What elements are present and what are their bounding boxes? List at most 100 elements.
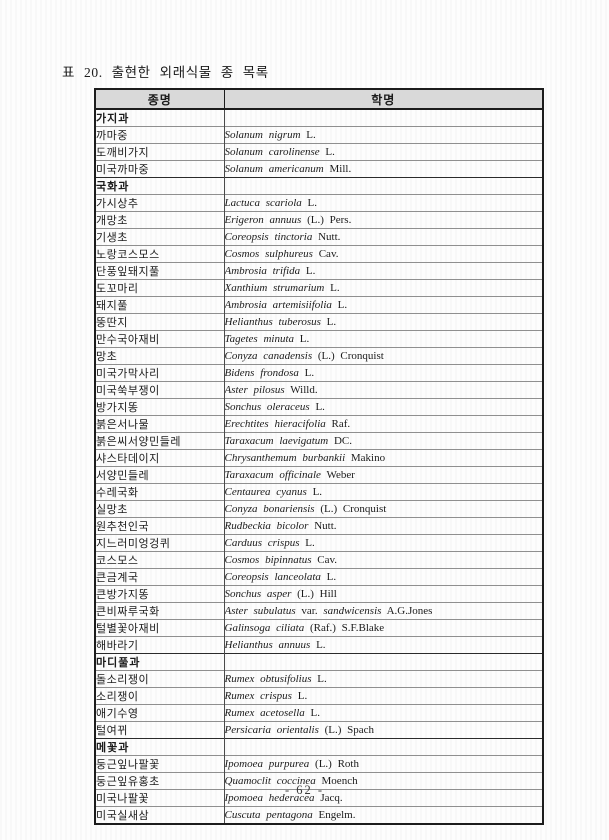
species-scientific-name: Rudbeckia bicolor Nutt.: [224, 517, 543, 535]
sci-author: Makino: [350, 452, 386, 464]
sci-author: L.: [310, 707, 321, 719]
sci-latin-epithet: Coreopsis tinctoria: [224, 231, 313, 243]
species-korean-name: 도꼬마리: [95, 279, 225, 297]
family-row: 마디풀과: [95, 653, 543, 671]
sci-author: (L.) Hill: [297, 588, 337, 600]
sci-latin-epithet: Centaurea cyanus: [224, 486, 307, 498]
species-scientific-name: Cuscuta pentagona Engelm.: [224, 806, 543, 824]
species-row: 가시상추 Lactuca scariola L.: [95, 194, 543, 212]
species-row: 둥근잎나팔꽃 Ipomoea purpurea (L.) Roth: [95, 755, 543, 773]
species-row: 수레국화 Centaurea cyanus L.: [95, 483, 543, 501]
species-korean-name: 돌소리쟁이: [95, 670, 225, 688]
sci-latin-epithet: sandwicensis: [323, 605, 382, 617]
sci-latin-epithet: Aster pilosus: [224, 384, 285, 396]
species-korean-name: 원추천인국: [95, 517, 225, 535]
sci-author: L.: [307, 197, 317, 209]
species-scientific-name: Solanum nigrum L.: [224, 126, 543, 144]
family-name: 마디풀과: [95, 653, 225, 671]
species-korean-name: 망초: [95, 347, 225, 365]
species-scientific-name: Coreopsis tinctoria Nutt.: [224, 228, 543, 246]
sci-author: L.: [312, 486, 323, 498]
family-empty-cell: [224, 738, 543, 756]
sci-latin-epithet: Ambrosia artemisiifolia: [224, 299, 332, 311]
species-scientific-name: Taraxacum officinale Weber: [224, 466, 543, 484]
sci-author: Engelm.: [318, 809, 356, 821]
sci-latin-epithet: Taraxacum officinale: [224, 469, 321, 481]
species-korean-name: 지느러미엉겅퀴: [95, 534, 225, 552]
sci-author: A.G.Jones: [386, 605, 433, 617]
species-korean-name: 털별꽃아재비: [95, 619, 225, 637]
species-korean-name: 기생초: [95, 228, 225, 246]
species-korean-name: 가시상추: [95, 194, 225, 212]
species-scientific-name: Rumex crispus L.: [224, 687, 543, 705]
species-scientific-name: Cosmos bipinnatus Cav.: [224, 551, 543, 569]
sci-author: Nutt.: [318, 231, 341, 243]
species-row: 방가지똥 Sonchus oleraceus L.: [95, 398, 543, 416]
family-empty-cell: [224, 653, 543, 671]
sci-latin-epithet: Conyza bonariensis: [224, 503, 315, 515]
sci-latin-epithet: Cosmos sulphureus: [224, 248, 313, 260]
sci-author: (L.) Cronquist: [317, 350, 384, 362]
species-row: 미국쑥부쟁이 Aster pilosus Willd.: [95, 381, 543, 399]
sci-latin-epithet: Xanthium strumarium: [224, 282, 325, 294]
species-scientific-name: Helianthus annuus L.: [224, 636, 543, 654]
species-korean-name: 큰비짜루국화: [95, 602, 225, 620]
species-row: 노랑코스모스 Cosmos sulphureus Cav.: [95, 245, 543, 263]
sci-author: var.: [301, 605, 318, 617]
species-korean-name: 코스모스: [95, 551, 225, 569]
species-scientific-name: Helianthus tuberosus L.: [224, 313, 543, 331]
species-scientific-name: Sonchus oleraceus L.: [224, 398, 543, 416]
species-korean-name: 큰방가지똥: [95, 585, 225, 603]
species-row: 돌소리쟁이 Rumex obtusifolius L.: [95, 670, 543, 688]
species-scientific-name: Bidens frondosa L.: [224, 364, 543, 382]
sci-latin-epithet: Solanum nigrum: [224, 129, 301, 141]
species-scientific-name: Cosmos sulphureus Cav.: [224, 245, 543, 263]
species-row: 붉은서나물 Erechtites hieracifolia Raf.: [95, 415, 543, 433]
sci-author: Nutt.: [314, 520, 337, 532]
species-scientific-name: Sonchus asper (L.) Hill: [224, 585, 543, 603]
species-scientific-name: Conyza bonariensis (L.) Cronquist: [224, 500, 543, 518]
species-row: 망초 Conyza canadensis (L.) Cronquist: [95, 347, 543, 365]
sci-latin-epithet: Rumex obtusifolius: [224, 673, 312, 685]
species-row: 돼지풀 Ambrosia artemisiifolia L.: [95, 296, 543, 314]
sci-author: Cav.: [317, 554, 338, 566]
species-row: 만수국아재비 Tagetes minuta L.: [95, 330, 543, 348]
sci-author: (L.) Spach: [324, 724, 375, 736]
species-korean-name: 둥근잎나팔꽃: [95, 755, 225, 773]
species-table-body: 가지과 까마중 Solanum nigrum L. 도깨비가지 Solanum caro…: [95, 108, 543, 824]
species-scientific-name: Conyza canadensis (L.) Cronquist: [224, 347, 543, 365]
species-korean-name: 소리쟁이: [95, 687, 225, 705]
sci-latin-epithet: Quamoclit coccinea: [224, 775, 316, 787]
species-korean-name: 실망초: [95, 500, 225, 518]
species-row: 애기수영 Rumex acetosella L.: [95, 704, 543, 722]
family-name: 가지과: [95, 108, 225, 127]
species-scientific-name: Rumex acetosella L.: [224, 704, 543, 722]
sci-latin-epithet: Helianthus annuus: [224, 639, 311, 651]
sci-latin-epithet: Carduus crispus: [224, 537, 300, 549]
sci-latin-epithet: Rumex crispus: [224, 690, 292, 702]
species-korean-name: 큰금계국: [95, 568, 225, 586]
species-scientific-name: Erigeron annuus (L.) Pers.: [224, 211, 543, 229]
species-korean-name: 수레국화: [95, 483, 225, 501]
species-scientific-name: Solanum carolinense L.: [224, 143, 543, 161]
species-row: 큰방가지똥 Sonchus asper (L.) Hill: [95, 585, 543, 603]
sci-author: Jacq.: [320, 792, 343, 804]
sci-author: L.: [305, 537, 315, 549]
species-row: 실망초 Conyza bonariensis (L.) Cronquist: [95, 500, 543, 518]
sci-latin-epithet: Solanum carolinense: [224, 146, 320, 158]
species-korean-name: 방가지똥: [95, 398, 225, 416]
species-scientific-name: Ambrosia artemisiifolia L.: [224, 296, 543, 314]
table-caption: 표 20. 출현한 외래식물 종 목록: [62, 65, 269, 80]
family-name: 메꽃과: [95, 738, 225, 756]
species-scientific-name: Ambrosia trifida L.: [224, 262, 543, 280]
sci-author: DC.: [333, 435, 353, 447]
species-korean-name: 미국가막사리: [95, 364, 225, 382]
species-row: 지느러미엉겅퀴 Carduus crispus L.: [95, 534, 543, 552]
sci-author: L.: [316, 639, 326, 651]
species-scientific-name: Galinsoga ciliata (Raf.) S.F.Blake: [224, 619, 543, 637]
species-scientific-name: Ipomoea hederacea Jacq.: [224, 789, 543, 807]
sci-latin-epithet: Ipomoea purpurea: [224, 758, 310, 770]
sci-latin-epithet: Sonchus oleraceus: [224, 401, 310, 413]
species-row: 털여뀌 Persicaria orientalis (L.) Spach: [95, 721, 543, 739]
sci-latin-epithet: Sonchus asper: [224, 588, 292, 600]
